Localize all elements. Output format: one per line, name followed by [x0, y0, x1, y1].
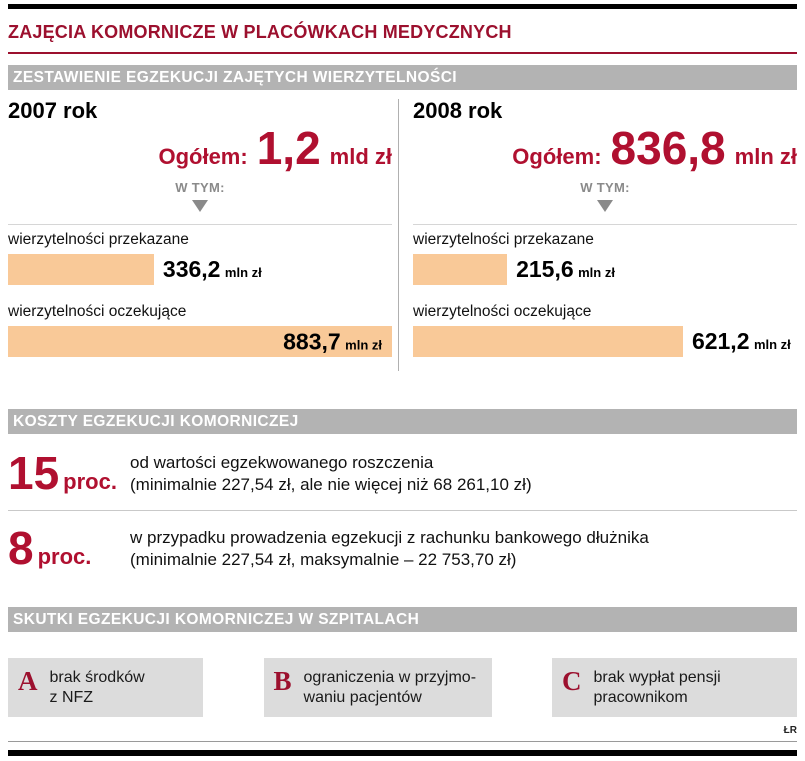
footer-thin-rule — [8, 741, 797, 742]
cost-row-15: 15 proc. od wartości egzekwowanego roszc… — [8, 448, 797, 498]
bar-label-przekazane: wierzytelności przekazane — [8, 231, 189, 248]
total-value: 836,8 — [610, 122, 726, 174]
page-title: ZAJĘCIA KOMORNICZE W PLACÓWKACH MEDYCZNY… — [8, 22, 512, 42]
w-tym-2008: W TYM: — [413, 179, 797, 212]
cost-row-8: 8 proc. w przypadku prowadzenia egzekucj… — [8, 523, 797, 573]
bar-value: 215,6 mln zł — [516, 256, 615, 283]
column-2007: 2007 rok Ogółem: 1,2 mld zł W TYM: wierz… — [8, 99, 392, 371]
year-label-2008: 2008 rok — [413, 98, 503, 123]
total-label: Ogółem: — [158, 144, 248, 169]
bar-value-number: 215,6 — [516, 256, 574, 282]
effect-letter-c: C — [562, 666, 582, 696]
author-credit: ŁR — [783, 725, 797, 736]
bar-value-number: 883,7 — [283, 328, 341, 354]
bar-value-number: 336,2 — [162, 256, 221, 282]
bar-value-unit: mln zł — [224, 265, 262, 280]
effect-letter-b: B — [273, 666, 292, 696]
bars-2007: wierzytelności przekazane 336,2 mln zł w… — [8, 224, 392, 357]
year-label-2007: 2007 rok — [8, 98, 98, 123]
total-2007: Ogółem: 1,2 mld zł — [8, 125, 392, 171]
banner-koszty: KOSZTY EGZEKUCJI KOMORNICZEJ — [8, 409, 797, 434]
banner-zestawienie: ZESTAWIENIE EGZEKUCJI ZAJĘTYCH WIERZYTEL… — [8, 65, 797, 90]
bar-value: 621,2 mln zł — [692, 328, 791, 355]
bars-2008: wierzytelności przekazane 215,6 mln zł w… — [413, 224, 797, 357]
effect-box-a: A brak środków z NFZ — [8, 658, 203, 717]
bar-row-oczekujace-2008: 621,2 mln zł — [413, 326, 797, 357]
total-unit: mln zł — [734, 144, 797, 169]
bar-row-oczekujace-2007: 883,7 mln zł — [8, 326, 392, 357]
w-tym-2007: W TYM: — [8, 179, 392, 212]
cost-number: 8 proc. — [8, 523, 130, 573]
bar-label-przekazane: wierzytelności przekazane — [413, 231, 594, 248]
bar-oczekujace-2008 — [413, 326, 683, 357]
cost-value: 8 — [8, 522, 34, 574]
banner-skutki: SKUTKI EGZEKUCJI KOMORNICZEJ W SZPITALAC… — [8, 607, 797, 632]
bar-row-przekazane-2007: 336,2 mln zł — [8, 254, 392, 285]
cost-description-line2: (minimalnie 227,54 zł, ale nie więcej ni… — [130, 475, 532, 494]
bar-przekazane-2007 — [8, 254, 154, 285]
total-value: 1,2 — [256, 122, 321, 174]
effects-row: A brak środków z NFZ B ograniczenia w pr… — [8, 658, 797, 717]
bar-value: 883,7 mln zł — [283, 328, 382, 355]
title-underline — [8, 52, 797, 54]
cost-number: 15 proc. — [8, 448, 130, 498]
effect-letter-a: A — [18, 666, 38, 696]
bar-value: 336,2 mln zł — [163, 256, 262, 283]
w-tym-label: W TYM: — [175, 180, 225, 195]
cost-description-line1: od wartości egzekwowanego roszczenia — [130, 453, 434, 472]
comparison-columns: 2007 rok Ogółem: 1,2 mld zł W TYM: wierz… — [8, 99, 797, 371]
column-2008: 2008 rok Ogółem: 836,8 mln zł W TYM: wie… — [398, 99, 797, 371]
cost-description-line1: w przypadku prowadzenia egzekucji z rach… — [130, 528, 649, 547]
effect-text-c: brak wypłat pensji pracownikom — [593, 669, 721, 706]
bar-value-unit: mln zł — [345, 337, 382, 352]
bar-przekazane-2008 — [413, 254, 508, 285]
effect-box-b: B ograniczenia w przyjmo- waniu pacjentó… — [263, 658, 492, 717]
cost-description-line2: (minimalnie 227,54 zł, maksymalnie – 22 … — [130, 550, 517, 569]
top-rule — [8, 4, 797, 9]
bar-row-przekazane-2008: 215,6 mln zł — [413, 254, 797, 285]
total-label: Ogółem: — [512, 144, 602, 169]
bar-value-unit: mln zł — [578, 265, 615, 280]
total-unit: mld zł — [329, 144, 392, 169]
w-tym-label: W TYM: — [580, 180, 630, 195]
down-arrow-icon — [192, 200, 208, 212]
bottom-rule — [8, 750, 797, 756]
bar-value-number: 621,2 — [691, 328, 750, 354]
effect-text-b: ograniczenia w przyjmo- waniu pacjentów — [303, 669, 477, 706]
cost-unit: proc. — [37, 544, 92, 569]
bar-label-oczekujace: wierzytelności oczekujące — [8, 303, 187, 320]
total-2008: Ogółem: 836,8 mln zł — [413, 125, 797, 171]
cost-description: w przypadku prowadzenia egzekucji z rach… — [130, 523, 649, 571]
effect-box-c: C brak wypłat pensji pracownikom — [552, 658, 797, 717]
down-arrow-icon — [597, 200, 613, 212]
effect-text-a: brak środków z NFZ — [49, 669, 145, 706]
bar-oczekujace-2007: 883,7 mln zł — [8, 326, 392, 357]
cost-divider — [8, 510, 797, 511]
infographic-page: ZAJĘCIA KOMORNICZE W PLACÓWKACH MEDYCZNY… — [0, 4, 805, 756]
cost-description: od wartości egzekwowanego roszczenia (mi… — [130, 448, 532, 496]
cost-value: 15 — [8, 447, 60, 499]
cost-unit: proc. — [63, 469, 117, 494]
bar-label-oczekujace: wierzytelności oczekujące — [413, 303, 592, 320]
bar-value-unit: mln zł — [753, 337, 791, 352]
